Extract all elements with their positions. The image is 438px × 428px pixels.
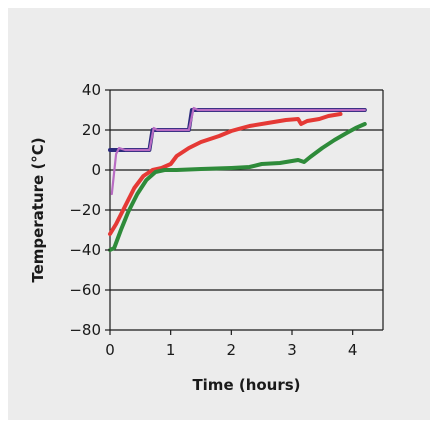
x-tick-label-0: 0 xyxy=(105,341,115,359)
series-line-2 xyxy=(108,112,343,236)
x-tick-label-2: 2 xyxy=(227,341,237,359)
x-tick-label-3: 3 xyxy=(287,341,297,359)
y-tick-label-5: −60 xyxy=(69,281,101,299)
chart-panel: 40 20 0 −20 −40 −60 −80 0 1 2 3 4 Time (hours) Tem… xyxy=(8,8,430,420)
x-tick-label-4: 4 xyxy=(348,341,358,359)
y-tick-label-0: 40 xyxy=(82,81,101,99)
y-tick-label-2: 0 xyxy=(91,161,101,179)
y-tick-label-6: −80 xyxy=(69,321,101,339)
series-line-1 xyxy=(110,106,366,196)
x-axis-ticks: 0 1 2 3 4 xyxy=(105,330,357,359)
horizontal-grid xyxy=(110,89,383,291)
y-axis-title: Temperature (°C) xyxy=(29,137,47,282)
y-axis-ticks: 40 20 0 −20 −40 −60 −80 xyxy=(69,81,110,339)
y-tick-label-3: −20 xyxy=(69,201,101,219)
y-tick-label-4: −40 xyxy=(69,241,101,259)
series-lines xyxy=(108,106,367,252)
x-tick-label-1: 1 xyxy=(166,341,176,359)
y-tick-label-1: 20 xyxy=(82,121,101,139)
x-axis-title: Time (hours) xyxy=(192,376,300,394)
temperature-line-chart: 40 20 0 −20 −40 −60 −80 0 1 2 3 4 Time (hours) Tem… xyxy=(29,81,384,394)
series-line-3 xyxy=(108,122,367,252)
